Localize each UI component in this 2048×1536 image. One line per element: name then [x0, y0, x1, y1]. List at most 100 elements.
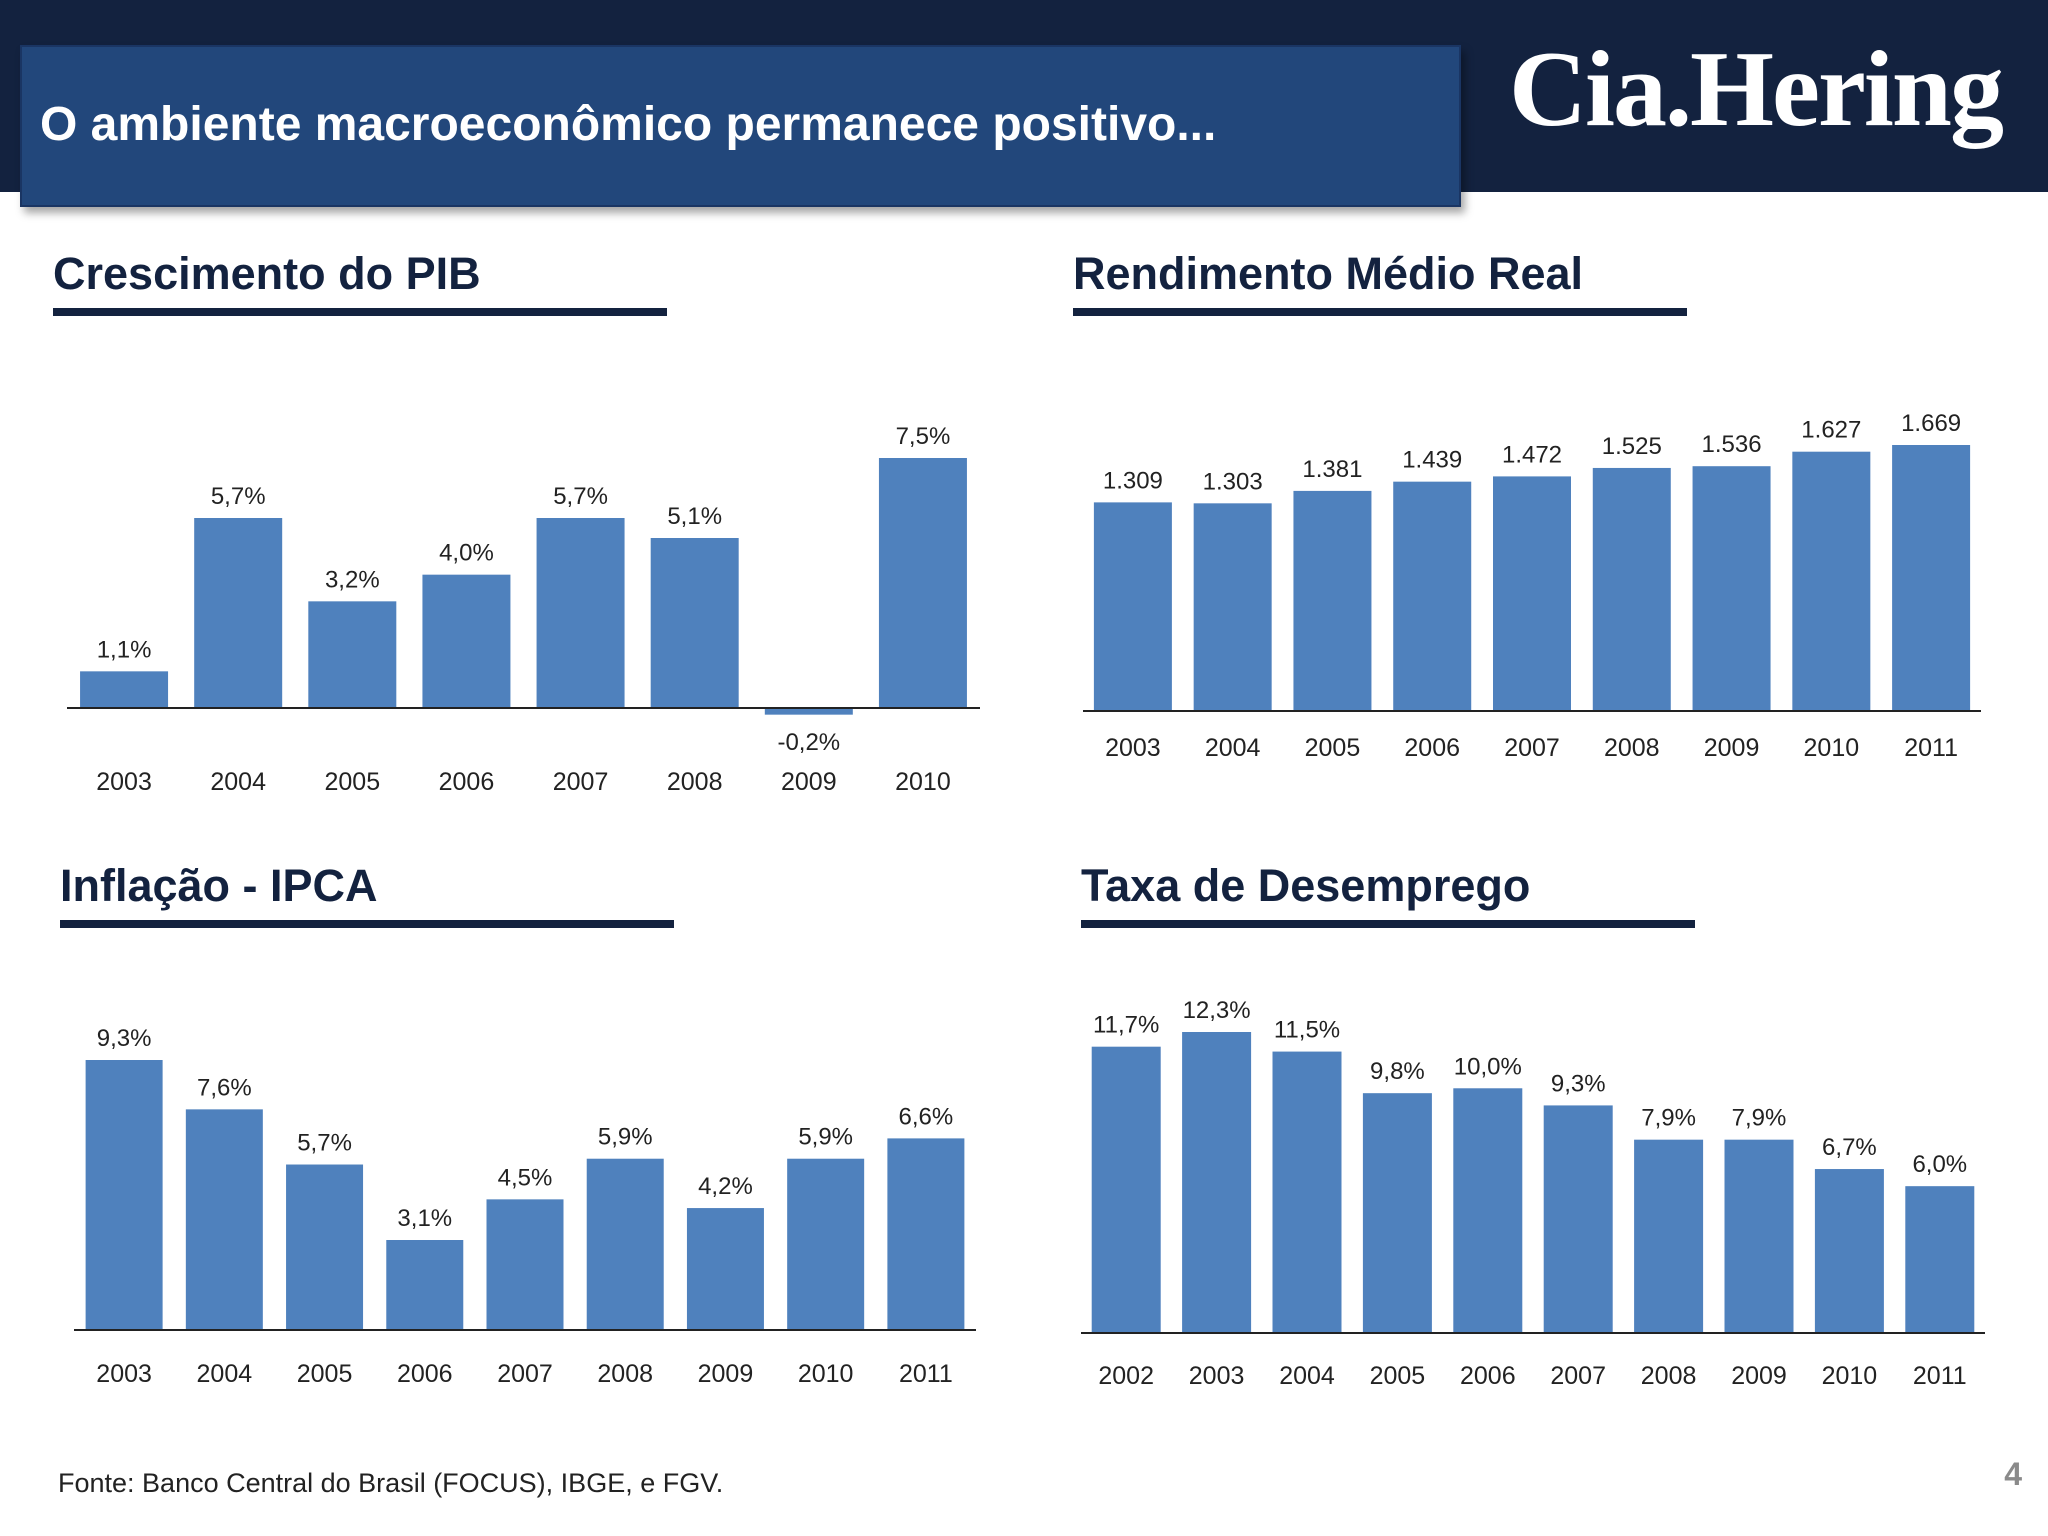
tick-label-2007: 2007 [1550, 1362, 1606, 1390]
tick-label-2003: 2003 [1105, 734, 1161, 762]
bar-2010 [1814, 1169, 1884, 1333]
panel-desemprego: Taxa de Desemprego 11,7% 2002 12,3% 2003 11,… [1081, 860, 2041, 1420]
bar-2010 [787, 1158, 865, 1330]
bar-2009 [686, 1208, 764, 1330]
title-underline [1081, 920, 1695, 928]
bar-2006 [422, 574, 511, 708]
tick-label-2003: 2003 [1189, 1362, 1245, 1390]
tick-label-2006: 2006 [397, 1360, 453, 1388]
tick-label-2005: 2005 [325, 768, 381, 796]
bar-2008 [650, 538, 739, 708]
tick-label-2009: 2009 [1704, 734, 1760, 762]
bar-2007 [486, 1199, 564, 1330]
bar-2011 [887, 1138, 965, 1330]
title-underline [53, 308, 667, 316]
data-label-2009: 1.536 [1702, 431, 1762, 458]
data-label-2004: 1.303 [1203, 468, 1263, 495]
bar-2003 [1093, 502, 1172, 711]
chart-title-desemprego: Taxa de Desemprego [1081, 860, 1531, 911]
data-label-2007: 5,7% [553, 483, 608, 510]
tick-label-2003: 2003 [96, 1360, 152, 1388]
tick-label-2006: 2006 [1460, 1362, 1516, 1390]
bar-2007 [1493, 476, 1571, 711]
bar-2004 [194, 518, 283, 708]
chart-rendimento: 1.309 2003 1.303 2004 1.381 2005 1.439 2006 1.47… [1083, 410, 1981, 762]
tick-label-2006: 2006 [1404, 734, 1460, 762]
tick-label-2003: 2003 [96, 768, 152, 796]
title-box: O ambiente macroeconômico permanece posi… [20, 45, 1461, 207]
tick-label-2004: 2004 [197, 1360, 253, 1388]
data-label-2003: 1.309 [1103, 467, 1163, 494]
bar-2004 [1272, 1051, 1342, 1333]
bar-2007 [536, 518, 625, 708]
tick-label-2006: 2006 [439, 768, 495, 796]
data-label-2008: 5,1% [667, 503, 722, 530]
bar-2008 [586, 1158, 664, 1330]
tick-label-2010: 2010 [798, 1360, 854, 1388]
tick-label-2011: 2011 [1913, 1362, 1967, 1390]
data-label-2010: 7,5% [896, 423, 951, 450]
tick-label-2005: 2005 [1305, 734, 1361, 762]
tick-label-2010: 2010 [1804, 734, 1860, 762]
panel-rendimento: Rendimento Médio Real 1.309 2003 1.303 2004… [1073, 248, 2033, 808]
data-label-2004: 5,7% [211, 483, 266, 510]
data-label-2003: 12,3% [1183, 997, 1251, 1024]
tick-label-2004: 2004 [1279, 1362, 1335, 1390]
data-label-2004: 7,6% [197, 1074, 252, 1101]
bar-2009 [1724, 1139, 1794, 1333]
data-label-2009: 4,2% [698, 1173, 753, 1200]
bar-2009 [764, 708, 853, 715]
data-label-2003: 1,1% [97, 636, 152, 663]
data-label-2006: 4,0% [439, 540, 494, 567]
chart-title-pib: Crescimento do PIB [53, 248, 481, 299]
tick-label-2007: 2007 [497, 1360, 553, 1388]
data-label-2005: 3,2% [325, 566, 380, 593]
data-label-2011: 1.669 [1901, 410, 1961, 437]
bar-2005 [286, 1164, 364, 1330]
tick-label-2002: 2002 [1098, 1362, 1154, 1390]
source-footnote: Fonte: Banco Central do Brasil (FOCUS), … [58, 1468, 724, 1498]
chart-title-rendimento: Rendimento Médio Real [1073, 248, 1584, 299]
bar-2005 [308, 601, 397, 708]
data-label-2010: 5,9% [798, 1124, 853, 1151]
title-underline [60, 920, 674, 928]
page-number: 4 [2004, 1456, 2022, 1492]
slide-title: O ambiente macroeconômico permanece posi… [40, 98, 1217, 151]
chart-title-ipca: Inflação - IPCA [60, 860, 378, 911]
bar-2007 [1543, 1105, 1613, 1333]
tick-label-2008: 2008 [1604, 734, 1660, 762]
chart-pib: 1,1% 2003 5,7% 2004 3,2% 2005 4,0% 2006 5,7% 2007… [67, 423, 980, 796]
data-label-2007: 1.472 [1502, 441, 1562, 468]
bar-2010 [1792, 451, 1871, 711]
data-label-2010: 1.627 [1801, 417, 1861, 444]
bar-2006 [386, 1240, 464, 1330]
tick-label-2011: 2011 [899, 1360, 953, 1388]
data-label-2006: 1.439 [1402, 447, 1462, 474]
data-label-2006: 3,1% [397, 1205, 452, 1232]
panel-pib: Crescimento do PIB 1,1% 2003 5,7% 2004 3,2% 2… [53, 248, 1013, 808]
data-label-2009: -0,2% [777, 729, 840, 756]
tick-label-2005: 2005 [1370, 1362, 1426, 1390]
bar-2009 [1692, 466, 1771, 711]
data-label-2008: 1.525 [1602, 433, 1662, 460]
data-label-2011: 6,0% [1912, 1151, 1967, 1178]
data-label-2003: 9,3% [97, 1025, 152, 1052]
bar-2010 [878, 458, 967, 708]
tick-label-2009: 2009 [781, 768, 837, 796]
bar-2003 [85, 1060, 163, 1330]
tick-label-2011: 2011 [1904, 734, 1958, 762]
bar-2003 [80, 671, 169, 708]
bar-2004 [1193, 503, 1272, 711]
data-label-2006: 10,0% [1454, 1053, 1522, 1080]
data-label-2004: 11,5% [1274, 1017, 1340, 1044]
chart-desemprego: 11,7% 2002 12,3% 2003 11,5% 2004 9,8% 2005 10,0%… [1081, 997, 1985, 1390]
tick-label-2008: 2008 [667, 768, 723, 796]
title-underline [1073, 308, 1687, 316]
company-logo: Cia.Hering [1509, 30, 2004, 149]
tick-label-2010: 2010 [895, 768, 951, 796]
tick-label-2007: 2007 [553, 768, 609, 796]
bar-2006 [1453, 1088, 1523, 1333]
data-label-2007: 4,5% [498, 1164, 553, 1191]
tick-label-2009: 2009 [698, 1360, 754, 1388]
data-label-2008: 7,9% [1641, 1105, 1696, 1132]
